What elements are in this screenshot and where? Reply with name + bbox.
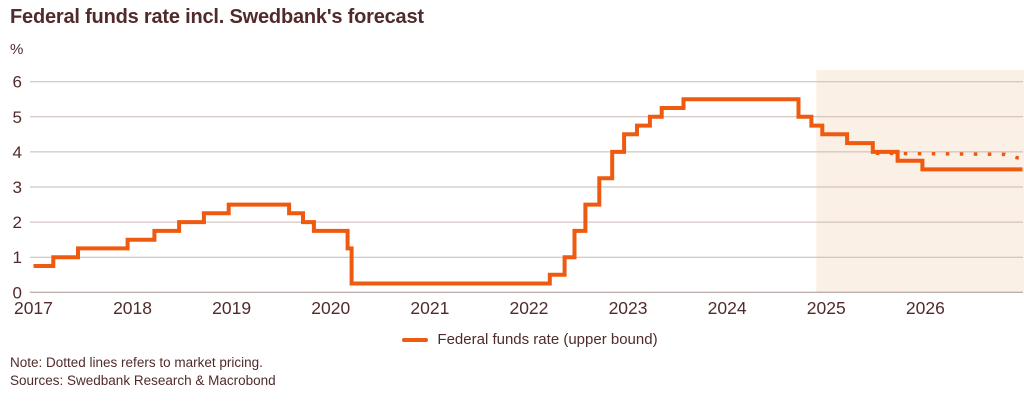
x-tick-label: 2019 — [212, 298, 251, 318]
y-tick-label: 5 — [13, 108, 22, 127]
x-tick-label: 2018 — [113, 298, 152, 318]
note-line: Note: Dotted lines refers to market pric… — [10, 355, 263, 370]
sources-line: Sources: Swedbank Research & Macrobond — [10, 373, 276, 388]
chart-footnotes: Note: Dotted lines refers to market pric… — [10, 354, 276, 390]
forecast-region — [816, 70, 1024, 293]
y-tick-label: 0 — [13, 283, 22, 302]
x-tick-label: 2025 — [807, 298, 846, 318]
market-pricing-dotted-line — [875, 151, 1022, 161]
legend-line-swatch-icon — [402, 337, 429, 342]
x-tick-label: 2021 — [410, 298, 449, 318]
x-tick-label: 2022 — [509, 298, 548, 318]
page-title: Federal funds rate incl. Swedbank's fore… — [10, 6, 424, 28]
legend-label: Federal funds rate (upper bound) — [437, 331, 658, 348]
y-tick-label: 6 — [13, 73, 22, 92]
x-tick-label: 2024 — [708, 298, 747, 318]
fed-funds-rate-step-line — [33, 97, 1023, 286]
chart-legend: Federal funds rate (upper bound) — [18, 331, 1024, 348]
y-tick-label: 1 — [13, 248, 22, 267]
x-tick-label: 2026 — [906, 298, 945, 318]
x-tick-label: 2020 — [311, 298, 350, 318]
x-tick-label: 2023 — [609, 298, 648, 318]
y-tick-label: 3 — [13, 178, 22, 197]
y-axis-unit-label: % — [10, 41, 24, 58]
y-tick-label: 4 — [13, 143, 22, 162]
y-tick-label: 2 — [13, 213, 22, 232]
chart-canvas: 0 1 2 3 4 5 6 2017 2018 2019 2020 2021 2022 2023 2024 2… — [13, 70, 1024, 318]
x-tick-label: 2017 — [14, 298, 53, 318]
